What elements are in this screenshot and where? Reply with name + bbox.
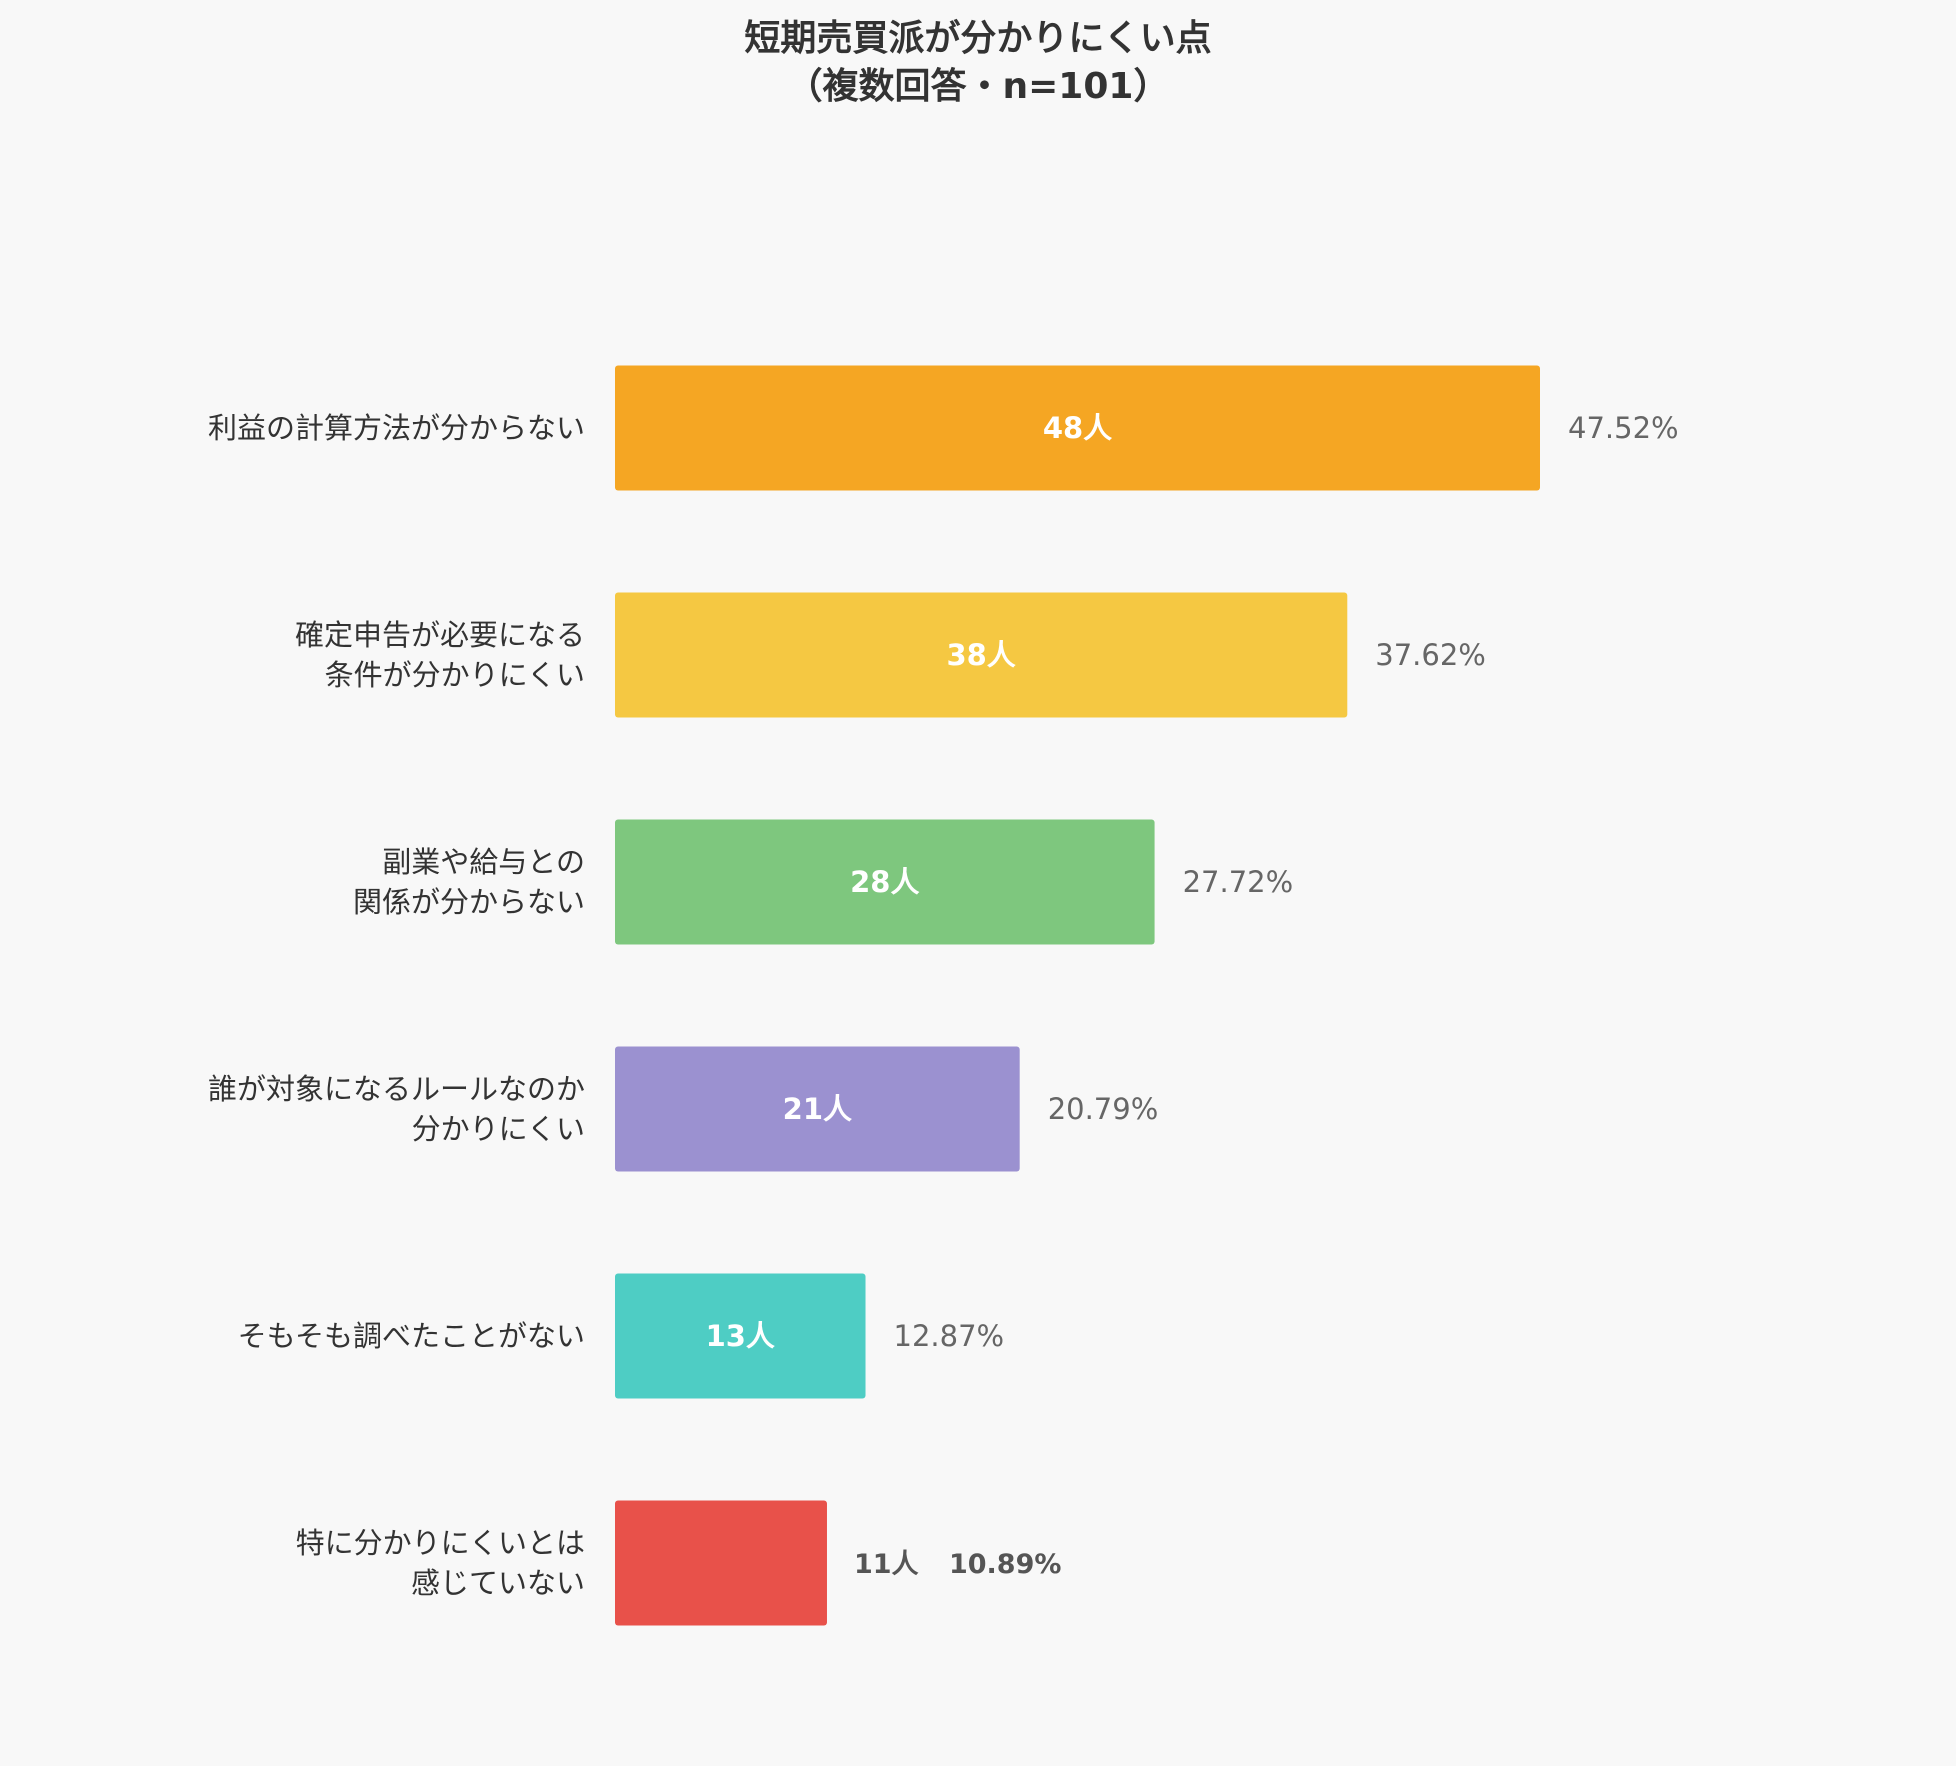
bars-group: 利益の計算方法が分からない 48人 47.52% 確定申告が必要になる条件が分かりにく… — [208, 365, 1679, 1626]
category-label-3-line-2: 関係が分からない — [353, 885, 585, 919]
bar-6 — [615, 1500, 827, 1626]
bar-3 — [615, 819, 1155, 945]
category-label-4-line-2: 分かりにくい — [412, 1112, 585, 1146]
value-label-3: 28人 — [850, 865, 919, 899]
value-label-1: 48人 — [1043, 411, 1112, 445]
percent-label-6: 10.89% — [949, 1549, 1061, 1580]
value-label-4: 21人 — [783, 1092, 852, 1126]
category-label-3-line-1: 副業や給与との — [382, 845, 585, 879]
bar-4 — [615, 1046, 1020, 1172]
value-label-2: 38人 — [946, 638, 1015, 672]
value-label-6: 11人 — [854, 1549, 919, 1580]
percent-label-2: 37.62% — [1375, 638, 1486, 672]
category-label-6-line-2: 感じていない — [411, 1566, 585, 1600]
category-label-2-line-2: 条件が分かりにくい — [325, 658, 585, 692]
percent-label-4: 20.79% — [1048, 1092, 1159, 1126]
category-label-5-line-1: そもそも調べたことがない — [238, 1319, 585, 1353]
chart-title-line-1: 短期売買派が分かりにくい点 — [744, 18, 1211, 59]
bar-5 — [615, 1273, 866, 1399]
category-label-4-line-1: 誰が対象になるルールなのか — [208, 1072, 585, 1106]
category-label-6-line-1: 特に分かりにくいとは — [296, 1526, 585, 1560]
value-label-5: 13人 — [706, 1319, 775, 1353]
percent-label-1: 47.52% — [1568, 411, 1679, 445]
bar-2 — [615, 592, 1348, 718]
percent-label-3: 27.72% — [1183, 865, 1294, 899]
category-label-1-line-1: 利益の計算方法が分からない — [208, 411, 585, 445]
bar-1 — [615, 365, 1540, 491]
category-label-2-line-1: 確定申告が必要になる — [295, 618, 585, 652]
chart-title-line-2: （複数回答・n=101） — [787, 66, 1170, 107]
percent-label-5: 12.87% — [894, 1319, 1005, 1353]
